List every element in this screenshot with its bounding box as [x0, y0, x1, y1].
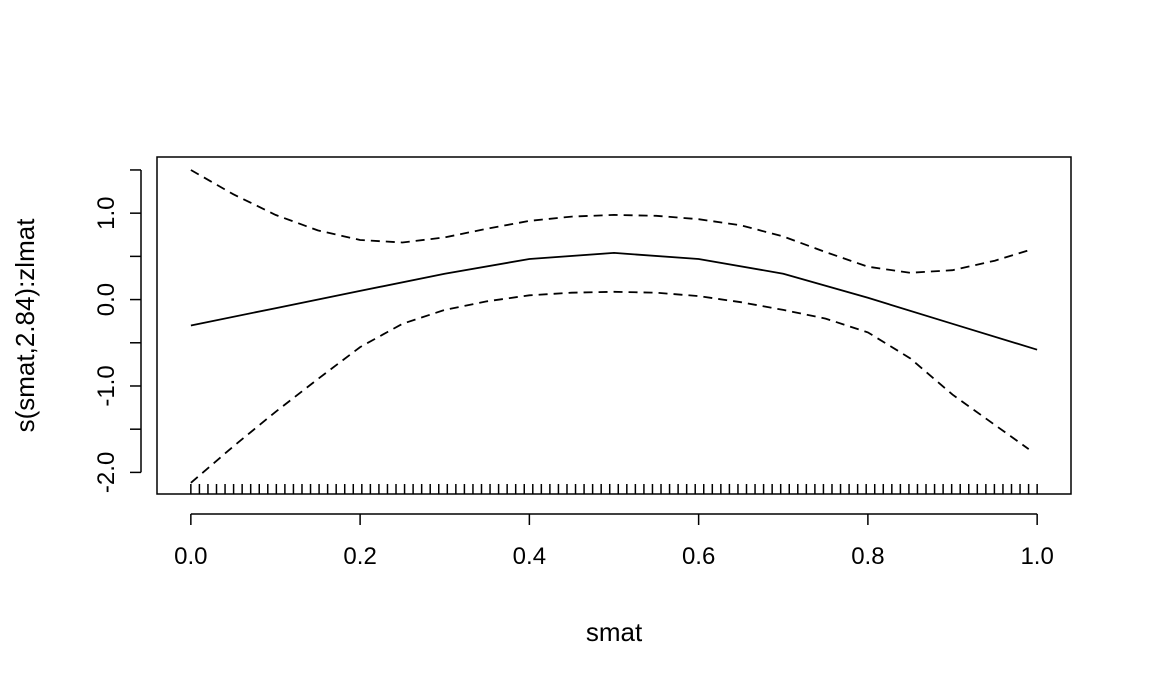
y-tick-label: -2.0: [93, 452, 120, 493]
x-axis: 0.0 0.2 0.4 0.6 0.8 1.0: [174, 513, 1054, 570]
rug-group: [190, 484, 1038, 494]
lower-confidence-band-line: [190, 290, 1030, 484]
series-group: [190, 169, 1038, 484]
x-tick-label: 0.0: [174, 543, 207, 570]
x-tick-label: 0.4: [513, 543, 546, 570]
x-tick-label: 1.0: [1020, 543, 1053, 570]
x-tick-label: 0.2: [343, 543, 376, 570]
y-tick-label: 1.0: [93, 196, 120, 229]
y-tick-label: 0.0: [93, 283, 120, 316]
smooth-estimate-line: [190, 251, 1038, 351]
y-axis: -2.0 -1.0 0.0 1.0: [93, 169, 142, 493]
x-axis-label: smat: [586, 617, 643, 647]
x-tick-label: 0.6: [682, 543, 715, 570]
x-tick-label: 0.8: [851, 543, 884, 570]
upper-confidence-band-line: [190, 169, 1029, 274]
y-tick-label: -1.0: [93, 365, 120, 406]
plot-frame: [156, 156, 1072, 495]
y-axis-label: s(smat,2.84):zlmat: [10, 218, 40, 433]
